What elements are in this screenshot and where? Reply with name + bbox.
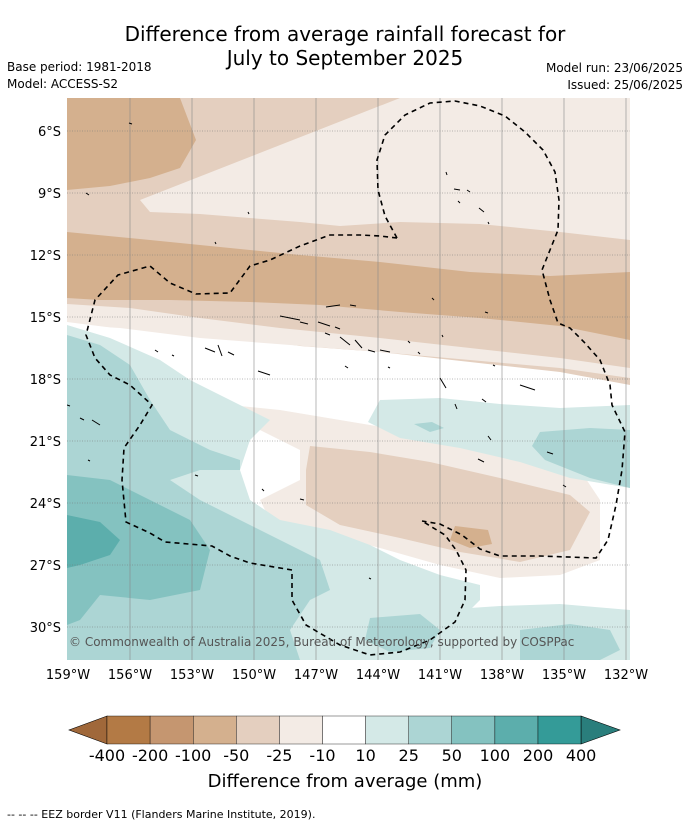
x-tick-label: 138°W [480,668,524,683]
y-tick-label: 12°S [30,249,61,264]
colorbar-tick-label: 100 [480,746,511,765]
y-tick-label: 15°S [30,311,61,326]
colorbar-tick-label: -10 [309,746,335,765]
model-name: Model: ACCESS-S2 [7,77,119,91]
x-axis: 159°W 156°W 153°W 150°W 147°W 144°W 141°… [46,668,648,683]
colorbar-tick-label: 50 [442,746,462,765]
colorbar-swatch [279,715,323,745]
colorbar: -400 -200 -100 -50 -25 -10 10 25 50 100 200 400 [68,715,621,765]
colorbar-swatch [149,715,194,745]
title-line-2: July to September 2025 [226,46,464,70]
region-dry-very-light [140,98,630,240]
colorbar-tick-label: 400 [566,746,597,765]
x-tick-label: 141°W [418,668,462,683]
x-tick-label: 135°W [542,668,586,683]
eez-border-south-west [85,234,467,656]
map-area: © Commonwealth of Australia 2025, Bureau… [67,98,630,660]
x-tick-label: 144°W [356,668,400,683]
colorbar-tick-label: -50 [223,746,249,765]
region-wet-east-medium [532,428,630,488]
x-tick-label: 159°W [46,668,90,683]
eez-borders [85,100,626,656]
colorbar-swatch [451,715,496,745]
region-dry-patch-light [306,446,590,562]
region-dry-medium [67,232,630,340]
colorbar-swatch [322,715,366,745]
region-wet-strong [67,475,210,625]
x-tick-label: 150°W [232,668,276,683]
y-tick-label: 27°S [30,559,61,574]
y-tick-label: 6°S [38,125,61,140]
region-dry-patch-medium [450,526,492,548]
colorbar-swatch [537,715,582,745]
y-tick-label: 24°S [30,497,61,512]
y-tick-label: 18°S [30,373,61,388]
colorbar-swatch [494,715,539,745]
eez-footnote: -- -- -- EEZ border V11 (Flanders Marine… [7,808,316,821]
issued-date: Issued: 25/06/2025 [567,78,683,92]
y-tick-label: 9°S [38,187,61,202]
title-line-1: Difference from average rainfall forecas… [124,22,566,46]
x-tick-label: 147°W [294,668,338,683]
islands [67,122,567,580]
base-period: Base period: 1981-2018 [7,60,152,74]
meta-left: Base period: 1981-2018 Model: ACCESS-S2 [7,59,152,93]
colorbar-swatch [408,715,453,745]
y-tick-label: 30°S [30,621,61,636]
x-tick-label: 156°W [108,668,152,683]
colorbar-tick-label: 10 [355,746,375,765]
colorbar-swatch [236,715,280,745]
x-tick-label: 132°W [604,668,648,683]
colorbar-swatch [365,715,409,745]
colorbar-tick-label: -25 [266,746,292,765]
colorbar-tick-label: -100 [175,746,211,765]
copyright-notice: © Commonwealth of Australia 2025, Bureau… [69,635,574,649]
colorbar-tick-label: -200 [132,746,168,765]
eez-border-north [376,100,626,559]
y-tick-label: 21°S [30,435,61,450]
region-wet-south-medium [365,614,440,652]
model-run: Model run: 23/06/2025 [545,61,683,75]
y-axis: 6°S 9°S 12°S 15°S 18°S 21°S 24°S 27°S 30… [30,125,61,636]
region-wet-south-east-medium [520,624,620,660]
map-title: Difference from average rainfall forecas… [0,22,690,70]
colorbar-tick-label: -400 [89,746,125,765]
colorbar-tick-label: 25 [399,746,419,765]
colorbar-tick-label: 200 [523,746,554,765]
colorbar-extend-low [68,715,108,745]
colorbar-title: Difference from average (mm) [207,771,483,792]
x-tick-label: 153°W [170,668,214,683]
meta-right: Model run: 23/06/2025 Issued: 25/06/2025 [546,60,683,94]
region-dry-very-light-strip [67,304,630,378]
colorbar-swatch [106,715,151,745]
gridlines [129,98,627,660]
colorbar-swatch [192,715,237,745]
region-wet-east-spot [414,422,444,432]
region-dry-medium-north [67,98,196,190]
colorbar-extend-high [580,715,621,745]
region-wet-very-strong [67,515,120,568]
